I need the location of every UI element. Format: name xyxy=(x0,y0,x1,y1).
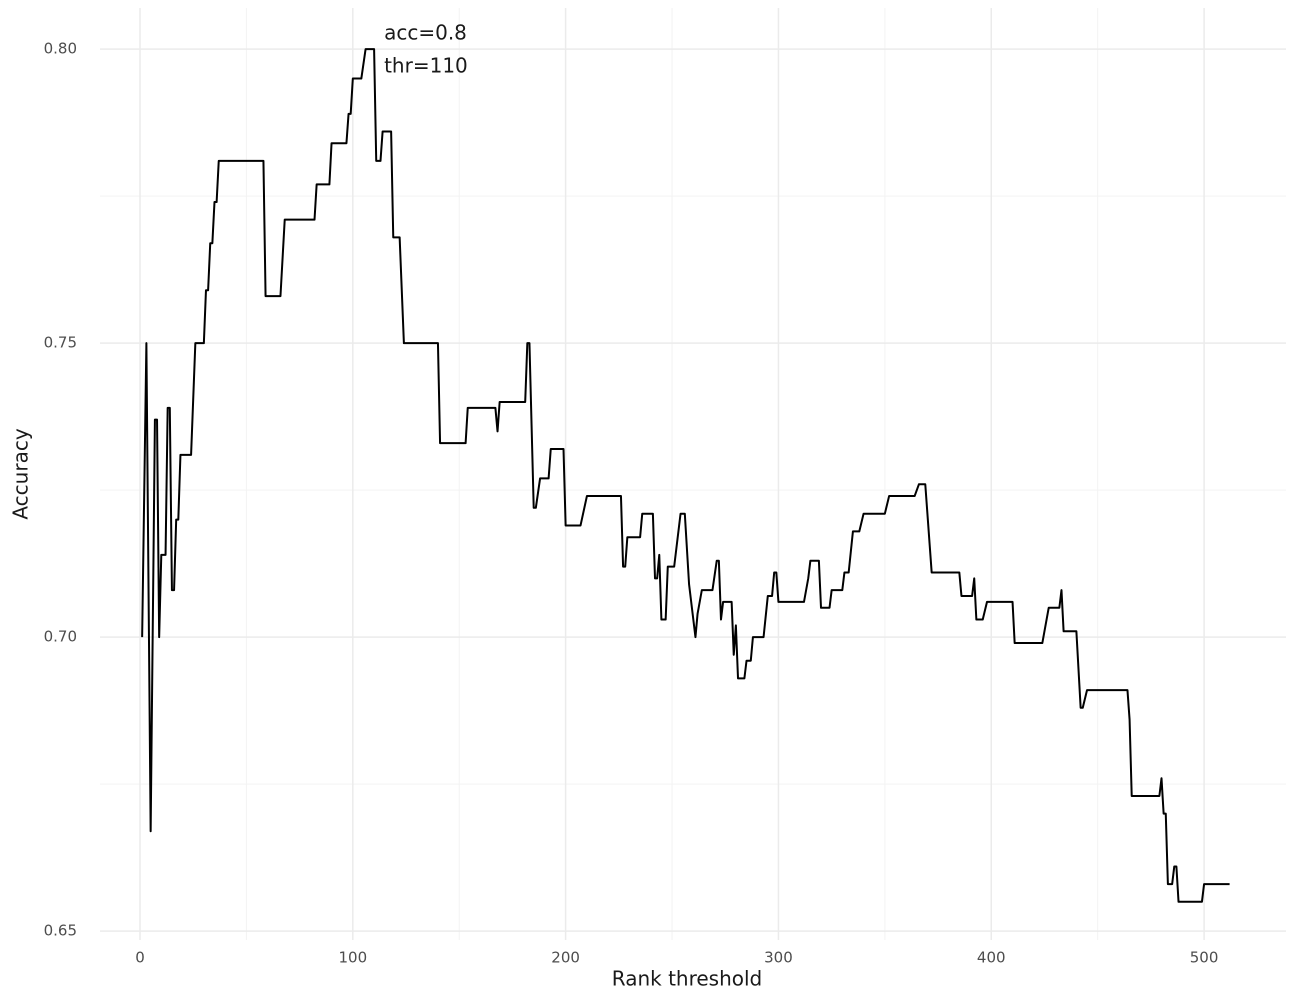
y-tick-label: 0.80 xyxy=(44,40,77,58)
annotation: thr=110 xyxy=(384,54,468,78)
line xyxy=(141,48,1230,903)
y-tick-label: 0.75 xyxy=(44,334,77,352)
annotation: acc=0.8 xyxy=(384,21,467,45)
x-tick-label: 500 xyxy=(1190,949,1219,967)
y-axis-title: Accuracy xyxy=(9,428,33,519)
x-axis-title: Rank threshold xyxy=(612,967,763,991)
x-tick-label: 0 xyxy=(135,949,145,967)
y-tick-label: 0.70 xyxy=(44,628,77,646)
x-tick-label: 300 xyxy=(764,949,793,967)
x-tick-label: 200 xyxy=(551,949,580,967)
x-tick-label: 100 xyxy=(339,949,368,967)
x-tick-label: 400 xyxy=(977,949,1006,967)
y-tick-label: 0.65 xyxy=(44,922,77,940)
